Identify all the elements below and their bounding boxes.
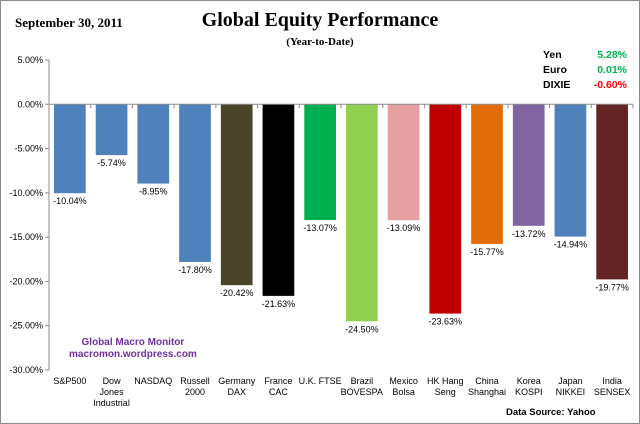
x-category-label-line: S&P500: [53, 376, 86, 386]
bar: [471, 104, 503, 244]
x-category-label-line: India: [602, 376, 622, 386]
x-category-label-line: KOSPI: [515, 387, 543, 397]
currency-value: 0.01%: [597, 64, 627, 76]
x-category-label-line: Shanghai: [468, 387, 506, 397]
x-category-label: India SENSEX: [594, 376, 631, 397]
bar: [54, 104, 86, 194]
bar: [512, 104, 545, 226]
currency-label: Yen: [543, 49, 562, 61]
x-category-label-line: Brazil: [351, 376, 374, 386]
currency-label: Euro: [543, 64, 567, 76]
data-label: -17.80%: [178, 265, 212, 275]
x-category-label: Dow Jones Industrial: [93, 376, 130, 408]
data-label: -21.63%: [262, 299, 296, 309]
x-category-label-line: France: [264, 376, 292, 386]
data-label: -23.63%: [429, 317, 463, 327]
data-label: -19.77%: [595, 282, 629, 292]
watermark-line-2: macromon.wordpress.com: [69, 349, 197, 360]
data-label: -24.50%: [345, 324, 379, 334]
x-category-label: Japan NIKKEI: [556, 376, 586, 397]
bar: [387, 104, 420, 221]
y-tick-label: -30.00%: [9, 365, 43, 375]
bar: [179, 104, 211, 262]
x-category-label-line: 2000: [185, 387, 205, 397]
x-category-label-line: NASDAQ: [134, 376, 172, 386]
x-category-label-line: U.K. FTSE: [299, 376, 342, 386]
x-category-label: China Shanghai: [468, 376, 506, 397]
x-category-label: NASDAQ: [134, 376, 172, 386]
x-category-label-line: Industrial: [93, 398, 130, 408]
x-category-label: U.K. FTSE: [299, 376, 342, 386]
x-category-label-line: BOVESPA: [341, 387, 383, 397]
bar: [304, 104, 336, 221]
x-category-label-line: NIKKEI: [556, 387, 586, 397]
x-category-label-line: Dow: [103, 376, 122, 386]
x-category-label: Korea KOSPI: [515, 376, 543, 397]
x-category-label-line: CAC: [269, 387, 289, 397]
data-source-note: Data Source: Yahoo: [506, 407, 596, 418]
x-category-label-line: Bolsa: [392, 387, 415, 397]
currency-label: DIXIE: [543, 79, 571, 91]
chart-title: Global Equity Performance: [201, 9, 439, 31]
x-category-label-line: Korea: [517, 376, 541, 386]
x-category-label: Germany DAX: [218, 376, 256, 397]
y-tick-label: -25.00%: [9, 321, 43, 331]
currency-value: 5.28%: [597, 49, 627, 61]
bar: [95, 104, 128, 156]
x-category-label-line: China: [475, 376, 499, 386]
y-tick-label: -20.00%: [9, 276, 43, 286]
x-category-label-line: Jones: [100, 387, 125, 397]
data-label: -13.07%: [303, 223, 337, 233]
x-category-label: HK Hang Seng: [427, 376, 464, 397]
bar: [429, 104, 462, 314]
bar: [137, 104, 170, 184]
data-label: -20.42%: [220, 288, 254, 298]
y-tick-label: -5.00%: [14, 144, 43, 154]
data-label: -13.09%: [387, 223, 421, 233]
x-category-label: Brazil BOVESPA: [341, 376, 383, 397]
x-category-label-line: Mexico: [389, 376, 418, 386]
y-tick-label: 0.00%: [17, 99, 43, 109]
x-category-label: Mexico Bolsa: [389, 376, 418, 397]
currency-row-yen: Yen 5.28%: [543, 48, 627, 63]
bar: [346, 104, 378, 322]
y-tick-label: -15.00%: [9, 232, 43, 242]
y-tick-label: -10.00%: [9, 188, 43, 198]
x-category-label-line: SENSEX: [594, 387, 631, 397]
currency-row-dixie: DIXIE -0.60%: [543, 78, 627, 93]
currency-value: -0.60%: [593, 79, 627, 91]
currency-legend: Yen 5.28% Euro 0.01% DIXIE -0.60%: [543, 48, 627, 93]
x-category-label-line: Russell: [180, 376, 210, 386]
x-category-label: S&P500: [53, 376, 86, 386]
chart-date: September 30, 2011: [15, 15, 123, 30]
x-category-label: Russell 2000: [180, 376, 210, 397]
x-category-label-line: DAX: [227, 387, 246, 397]
data-label: -14.94%: [554, 240, 588, 250]
watermark-line-1: Global Macro Monitor: [81, 337, 185, 348]
bar: [220, 104, 253, 286]
watermark: Global Macro Monitor macromon.wordpress.…: [69, 337, 197, 361]
bar: [554, 104, 587, 237]
data-label: -13.72%: [512, 229, 546, 239]
y-tick-label: 5.00%: [17, 55, 43, 65]
data-label: -15.77%: [470, 247, 504, 257]
bar: [596, 104, 628, 280]
x-category-label-line: Germany: [218, 376, 256, 386]
chart-subtitle: (Year-to-Date): [286, 36, 354, 48]
data-label: -10.04%: [53, 196, 87, 206]
data-label: -8.95%: [139, 187, 168, 197]
bar: [262, 104, 295, 296]
x-category-label-line: Seng: [435, 387, 456, 397]
x-category-label-line: HK Hang: [427, 376, 464, 386]
currency-row-euro: Euro 0.01%: [543, 63, 627, 78]
x-category-label: France CAC: [264, 376, 292, 397]
data-label: -5.74%: [97, 158, 126, 168]
x-category-label-line: Japan: [558, 376, 583, 386]
